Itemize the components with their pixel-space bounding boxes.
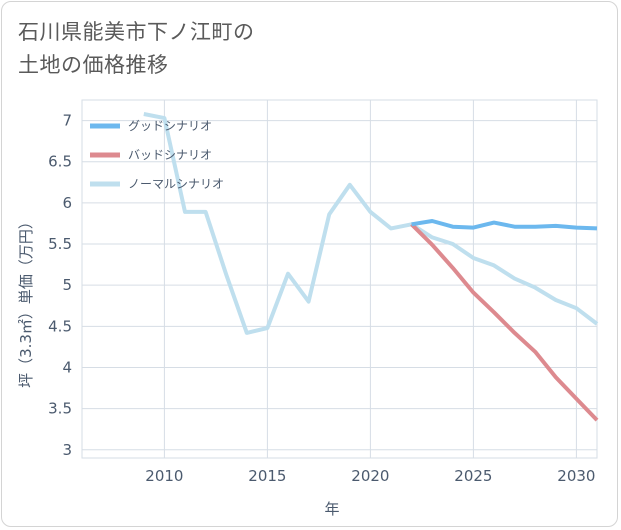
x-tick-labels: 2010 2015 2020 2025 2030 [145,467,595,485]
y-tick-label: 4 [62,358,72,376]
x-tick-label: 2025 [454,467,492,485]
legend-label: ノーマルシナリオ [128,177,224,191]
legend-label: グッドシナリオ [128,119,212,133]
chart-title: 石川県能美市下ノ江町の 土地の価格推移 [18,16,255,82]
y-tick-label: 6.5 [48,153,72,171]
y-tick-label: 6 [62,194,72,212]
y-tick-label: 3 [62,441,72,459]
x-tick-label: 2020 [351,467,389,485]
chart-title-line1: 石川県能美市下ノ江町の [18,20,255,44]
series-line-1 [410,222,599,422]
y-axis-label: 坪（3.3㎡）単価（万円） [17,214,35,388]
y-tick-labels: 3 3.5 4 4.5 5 5.5 6 6.5 7 [48,112,72,459]
x-tick-label: 2015 [248,467,286,485]
y-tick-label: 5 [62,276,72,294]
series-line-2 [143,112,599,335]
legend-item[interactable]: バッドシナリオ [90,148,212,162]
series-line-0 [411,219,598,231]
x-axis-label: 年 [324,500,339,518]
chart-title-line2: 土地の価格推移 [18,53,169,77]
y-tick-label: 3.5 [48,400,72,418]
plot-border [81,99,598,459]
x-tick-label: 2030 [557,467,595,485]
legend-item[interactable]: ノーマルシナリオ [90,177,224,191]
series-lines [143,112,599,422]
grid [81,99,598,459]
x-tick-label: 2010 [145,467,183,485]
y-tick-label: 4.5 [48,317,72,335]
legend-label: バッドシナリオ [128,148,212,162]
y-tick-label: 5.5 [48,235,72,253]
y-tick-label: 7 [62,112,72,130]
legend-item[interactable]: グッドシナリオ [90,119,212,133]
